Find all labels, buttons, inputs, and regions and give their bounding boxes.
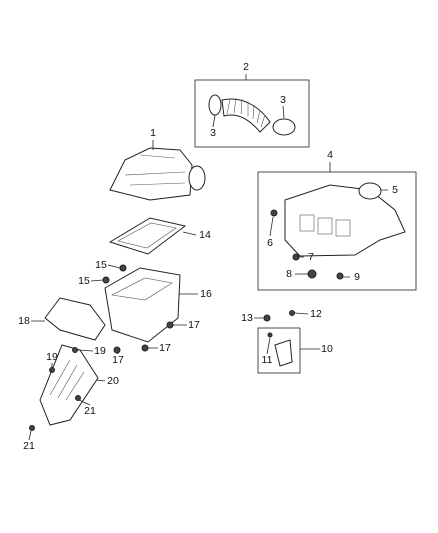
group-box <box>194 79 310 148</box>
callout: 15 <box>95 259 107 271</box>
callout: 17 <box>159 342 171 354</box>
bolt <box>263 314 271 322</box>
inlet-duct <box>44 297 106 341</box>
bolt <box>289 310 295 316</box>
callout: 5 <box>392 184 398 196</box>
callout: 19 <box>94 345 106 357</box>
callout: 7 <box>308 251 314 263</box>
bolt <box>267 332 273 338</box>
callout: 19 <box>46 351 58 363</box>
callout: 12 <box>310 308 322 320</box>
callout: 18 <box>18 315 30 327</box>
callout: 1 <box>150 127 156 139</box>
callout: 8 <box>286 268 292 280</box>
duct-hose <box>208 94 296 136</box>
callout: 20 <box>107 375 119 387</box>
callout: 21 <box>84 405 96 417</box>
callout: 4 <box>327 149 333 161</box>
bracket <box>274 339 293 367</box>
group-box <box>257 171 417 291</box>
callout: 16 <box>200 288 212 300</box>
callout: 17 <box>112 354 124 366</box>
callout: 9 <box>354 271 360 283</box>
callout: 10 <box>321 343 333 355</box>
group-box <box>257 327 301 374</box>
callout: 14 <box>199 229 211 241</box>
callout: 17 <box>188 319 200 331</box>
callout: 21 <box>23 440 35 452</box>
lower-shield <box>29 344 99 431</box>
callout: 2 <box>243 61 249 73</box>
air-filter <box>108 217 187 255</box>
callout: 15 <box>78 275 90 287</box>
callout: 6 <box>267 237 273 249</box>
callout: 3 <box>280 94 286 106</box>
callout: 13 <box>241 312 253 324</box>
air-cleaner-cover <box>109 147 206 201</box>
callout: 11 <box>262 354 273 366</box>
resonator-housing <box>270 182 406 280</box>
callout: 3 <box>210 127 216 139</box>
air-cleaner-body <box>102 264 181 354</box>
leader-lines <box>28 74 388 441</box>
